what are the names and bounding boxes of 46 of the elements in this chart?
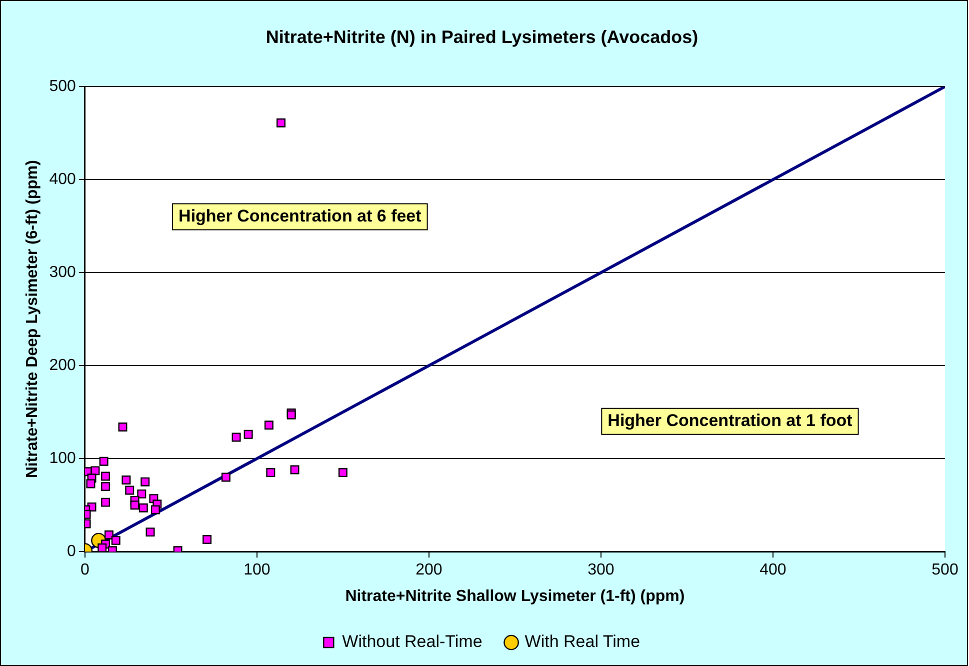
point	[264, 420, 274, 430]
point	[101, 498, 110, 507]
point	[221, 472, 230, 482]
y-tick-label: 200	[49, 357, 76, 374]
x-tick-label: 300	[588, 562, 614, 579]
point	[276, 118, 286, 128]
x-axis-title: Nitrate+Nitrite Shallow Lysimeter (1-ft) (ppm)	[345, 588, 685, 605]
annotation: Higher Concentration at 6 feet	[178, 206, 422, 226]
point	[140, 477, 150, 486]
legend-label: Without Real-Time	[342, 632, 482, 652]
point	[232, 432, 241, 442]
point	[338, 468, 348, 478]
point	[125, 486, 134, 495]
point	[99, 456, 108, 466]
legend-label: With Real Time	[524, 632, 640, 652]
point	[111, 536, 120, 545]
point	[137, 489, 146, 498]
point	[146, 528, 155, 537]
point	[98, 543, 107, 552]
point	[266, 468, 276, 478]
point	[86, 479, 96, 488]
x-tick-label: 100	[244, 562, 270, 579]
point	[150, 505, 160, 514]
point	[90, 466, 100, 476]
point	[101, 482, 110, 491]
y-tick-label: 500	[49, 78, 76, 96]
x-tick-label: 500	[932, 562, 958, 579]
point	[122, 476, 131, 484]
point	[202, 535, 212, 544]
point	[244, 430, 253, 439]
y-axis-title: Nitrate+Nitrite Deep Lysimeter (6-ft) (ppm)	[24, 160, 42, 478]
annotation: Higher Concentration at 1 foot	[608, 411, 853, 430]
point	[101, 472, 110, 481]
chart-title: Nitrate+Nitrite (N) in Paired Lysimeters (Avocados)	[266, 26, 698, 47]
point	[130, 500, 140, 510]
x-tick-label: 200	[416, 562, 442, 579]
x-tick-label: 400	[760, 562, 786, 579]
y-tick-label: 100	[49, 450, 76, 468]
point	[104, 530, 114, 540]
point	[118, 422, 128, 432]
y-tick-label: 300	[49, 264, 76, 282]
point	[290, 465, 300, 474]
y-tick-label: 400	[49, 171, 76, 188]
point	[138, 503, 148, 512]
x-tick-label: 0	[80, 562, 90, 579]
y-tick-label: 0	[66, 543, 76, 560]
